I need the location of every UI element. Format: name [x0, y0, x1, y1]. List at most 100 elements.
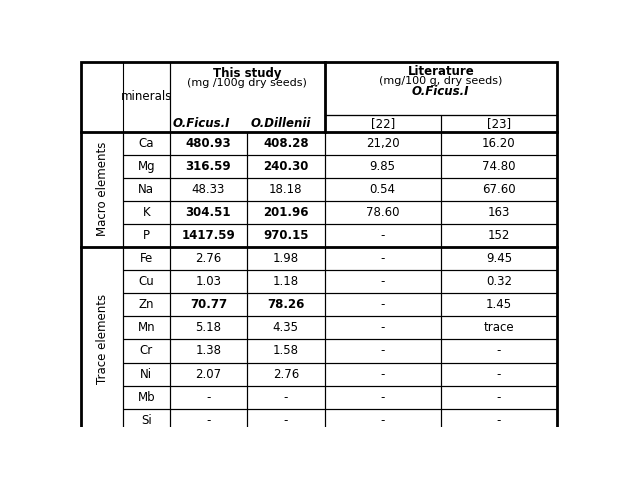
Bar: [247, 270, 324, 293]
Text: 16.20: 16.20: [482, 137, 516, 150]
Bar: [247, 132, 324, 155]
Bar: [169, 155, 247, 178]
Text: 78.26: 78.26: [267, 298, 304, 311]
Text: 2.76: 2.76: [272, 368, 299, 381]
Bar: [441, 201, 557, 224]
Text: -: -: [206, 414, 211, 427]
Text: 152: 152: [488, 229, 510, 242]
Bar: [324, 247, 441, 270]
Bar: [324, 178, 441, 201]
Bar: [324, 339, 441, 362]
Bar: [169, 178, 247, 201]
Text: -: -: [206, 391, 211, 404]
Bar: [169, 339, 247, 362]
Text: Macro elements: Macro elements: [96, 142, 109, 237]
Text: Trace elements: Trace elements: [96, 294, 109, 384]
Text: 1417.59: 1417.59: [181, 229, 235, 242]
Bar: [247, 339, 324, 362]
Text: -: -: [381, 252, 385, 265]
Bar: [247, 247, 324, 270]
Text: -: -: [381, 229, 385, 242]
Text: -: -: [381, 345, 385, 358]
Bar: [247, 224, 324, 247]
Bar: [81, 132, 123, 247]
Text: 67.60: 67.60: [482, 183, 516, 196]
Text: -: -: [381, 322, 385, 335]
Text: 1.58: 1.58: [273, 345, 299, 358]
Text: -: -: [497, 414, 501, 427]
Text: 2.07: 2.07: [195, 368, 221, 381]
Bar: [123, 132, 169, 155]
Bar: [169, 362, 247, 385]
Bar: [123, 62, 169, 132]
Text: 9.45: 9.45: [486, 252, 512, 265]
Bar: [441, 362, 557, 385]
Text: Na: Na: [138, 183, 154, 196]
Bar: [169, 132, 247, 155]
Text: -: -: [284, 391, 288, 404]
Text: 21,20: 21,20: [366, 137, 399, 150]
Text: O.Ficus.I: O.Ficus.I: [173, 117, 230, 131]
Text: -: -: [381, 298, 385, 311]
Bar: [123, 155, 169, 178]
Text: Cr: Cr: [140, 345, 153, 358]
Text: Mb: Mb: [138, 391, 155, 404]
Bar: [123, 201, 169, 224]
Text: 2.76: 2.76: [195, 252, 221, 265]
Text: 163: 163: [488, 206, 510, 219]
Text: Literature: Literature: [408, 65, 474, 78]
Text: 18.18: 18.18: [269, 183, 302, 196]
Bar: [324, 132, 441, 155]
Bar: [441, 409, 557, 432]
Text: 70.77: 70.77: [190, 298, 227, 311]
Bar: [123, 247, 169, 270]
Text: Fe: Fe: [140, 252, 153, 265]
Bar: [169, 293, 247, 316]
Bar: [247, 178, 324, 201]
Bar: [441, 178, 557, 201]
Bar: [441, 115, 557, 132]
Text: trace: trace: [484, 322, 514, 335]
Text: -: -: [381, 391, 385, 404]
Bar: [441, 293, 557, 316]
Text: 1.98: 1.98: [272, 252, 299, 265]
Bar: [247, 409, 324, 432]
Bar: [123, 270, 169, 293]
Bar: [247, 293, 324, 316]
Text: 74.80: 74.80: [482, 160, 516, 173]
Text: -: -: [381, 275, 385, 288]
Text: This study: This study: [213, 67, 281, 80]
Bar: [123, 293, 169, 316]
Bar: [324, 270, 441, 293]
Text: Zn: Zn: [139, 298, 154, 311]
Bar: [324, 115, 441, 132]
Text: -: -: [381, 414, 385, 427]
Bar: [324, 316, 441, 339]
Text: 48.33: 48.33: [192, 183, 225, 196]
Bar: [324, 201, 441, 224]
Text: Si: Si: [141, 414, 152, 427]
Text: Ni: Ni: [140, 368, 152, 381]
Text: 9.85: 9.85: [370, 160, 396, 173]
Text: 1.03: 1.03: [196, 275, 221, 288]
Text: 78.60: 78.60: [366, 206, 399, 219]
Bar: [324, 62, 557, 115]
Text: 201.96: 201.96: [263, 206, 309, 219]
Text: 970.15: 970.15: [263, 229, 309, 242]
Text: 480.93: 480.93: [186, 137, 231, 150]
Bar: [324, 409, 441, 432]
Text: Mg: Mg: [138, 160, 155, 173]
Bar: [169, 201, 247, 224]
Bar: [441, 155, 557, 178]
Text: (mg /100g dry seeds): (mg /100g dry seeds): [187, 78, 307, 88]
Text: 240.30: 240.30: [263, 160, 309, 173]
Text: -: -: [497, 368, 501, 381]
Bar: [324, 293, 441, 316]
Bar: [247, 316, 324, 339]
Bar: [247, 201, 324, 224]
Bar: [169, 224, 247, 247]
Text: 5.18: 5.18: [196, 322, 221, 335]
Bar: [441, 270, 557, 293]
Bar: [441, 224, 557, 247]
Bar: [324, 224, 441, 247]
